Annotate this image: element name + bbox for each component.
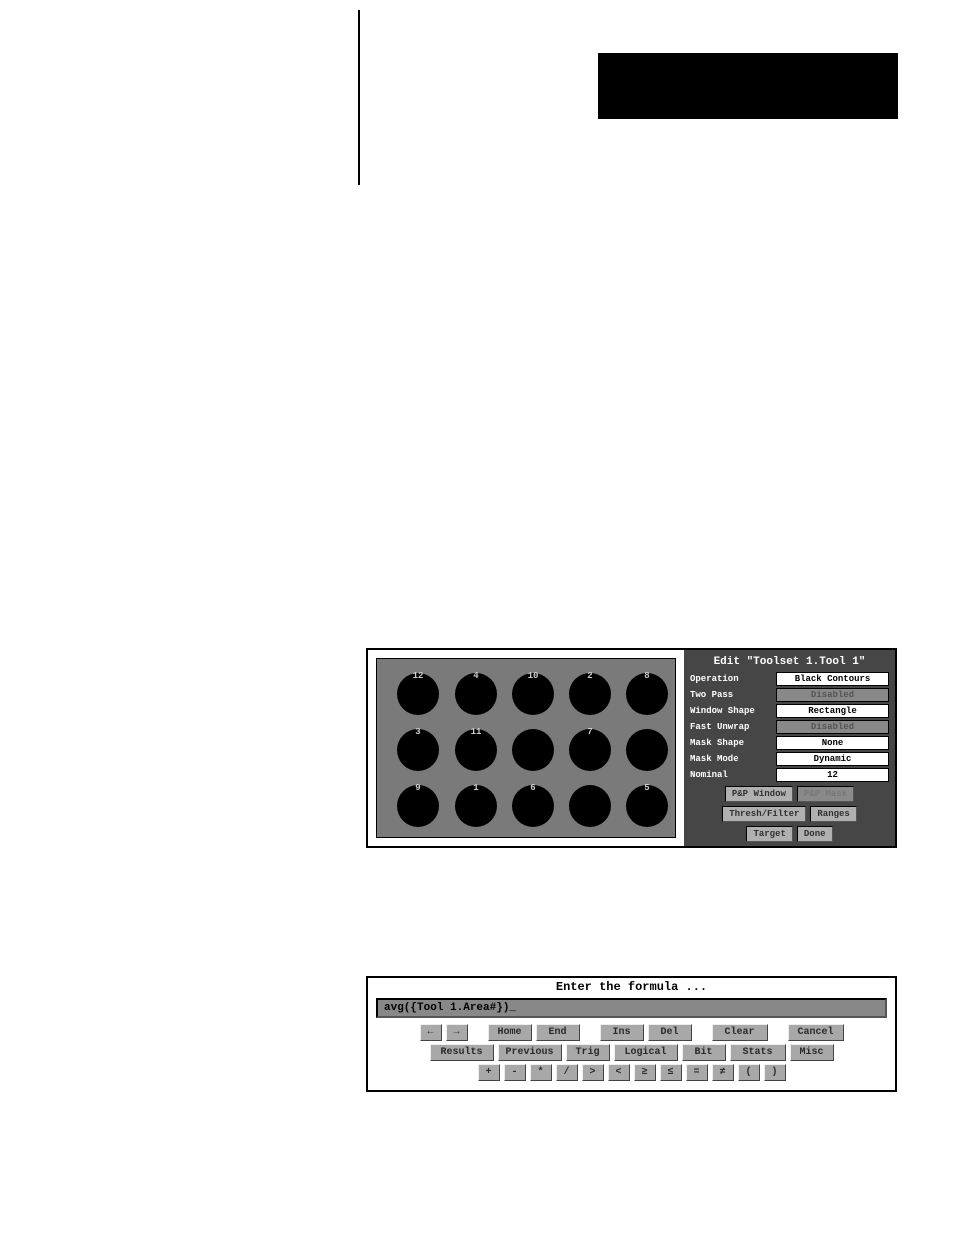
- target-button[interactable]: Target: [746, 826, 792, 842]
- logical-button[interactable]: Logical: [614, 1044, 678, 1061]
- thresh-filter-button[interactable]: Thresh/Filter: [722, 806, 806, 822]
- blob-number-label: 6: [530, 783, 535, 793]
- blob-circle[interactable]: [512, 729, 554, 771]
- prop-label: Two Pass: [690, 690, 776, 700]
- header-black-box: [598, 53, 898, 119]
- op-button[interactable]: ≠: [712, 1064, 734, 1081]
- prop-value[interactable]: None: [776, 736, 889, 750]
- prop-value: Disabled: [776, 688, 889, 702]
- blob-preview-area[interactable]: 12 4 10 2 8 3 11 7 9 1 6 5: [376, 658, 676, 838]
- blob-circle[interactable]: 8: [626, 673, 668, 715]
- prop-value[interactable]: Black Contours: [776, 672, 889, 686]
- op-button[interactable]: =: [686, 1064, 708, 1081]
- ins-button[interactable]: Ins: [600, 1024, 644, 1041]
- op-button[interactable]: >: [582, 1064, 604, 1081]
- prop-value[interactable]: 12: [776, 768, 889, 782]
- blob-number-label: 12: [413, 671, 424, 681]
- op-button[interactable]: ←: [420, 1024, 442, 1041]
- blob-circle[interactable]: 6: [512, 785, 554, 827]
- clear-button[interactable]: Clear: [712, 1024, 768, 1041]
- prop-row: OperationBlack Contours: [690, 672, 889, 686]
- op-button[interactable]: →: [446, 1024, 468, 1041]
- blob-number-label: 8: [644, 671, 649, 681]
- p-p-window-button[interactable]: P&P Window: [725, 786, 793, 802]
- misc-button[interactable]: Misc: [790, 1044, 834, 1061]
- prop-row: Mask ModeDynamic: [690, 752, 889, 766]
- prop-label: Fast Unwrap: [690, 722, 776, 732]
- prop-label: Nominal: [690, 770, 776, 780]
- done-button[interactable]: Done: [797, 826, 833, 842]
- blob-circle[interactable]: 2: [569, 673, 611, 715]
- op-button[interactable]: ): [764, 1064, 786, 1081]
- blob-circle[interactable]: 9: [397, 785, 439, 827]
- trig-button[interactable]: Trig: [566, 1044, 610, 1061]
- prop-row: Fast UnwrapDisabled: [690, 720, 889, 734]
- prop-value[interactable]: Dynamic: [776, 752, 889, 766]
- op-button[interactable]: -: [504, 1064, 526, 1081]
- blob-circle[interactable]: 3: [397, 729, 439, 771]
- home-button[interactable]: Home: [488, 1024, 532, 1041]
- blob-circle[interactable]: 4: [455, 673, 497, 715]
- del-button[interactable]: Del: [648, 1024, 692, 1041]
- prop-row: Window ShapeRectangle: [690, 704, 889, 718]
- blob-number-label: 7: [587, 727, 592, 737]
- blob-number-label: 11: [471, 727, 482, 737]
- prop-label: Mask Shape: [690, 738, 776, 748]
- blob-number-label: 1: [473, 783, 478, 793]
- blob-circle[interactable]: 1: [455, 785, 497, 827]
- op-button[interactable]: ≥: [634, 1064, 656, 1081]
- blob-circle[interactable]: [626, 729, 668, 771]
- prop-label: Window Shape: [690, 706, 776, 716]
- blob-circle[interactable]: 5: [626, 785, 668, 827]
- blob-preview-frame: 12 4 10 2 8 3 11 7 9 1 6 5: [368, 650, 684, 846]
- op-button[interactable]: +: [478, 1064, 500, 1081]
- blob-circle[interactable]: [569, 785, 611, 827]
- vertical-divider: [358, 10, 360, 185]
- blob-circle[interactable]: 12: [397, 673, 439, 715]
- prop-row: Mask ShapeNone: [690, 736, 889, 750]
- blob-number-label: 4: [473, 671, 478, 681]
- formula-editor-title: Enter the formula ...: [368, 978, 895, 996]
- edit-tool-title: Edit "Toolset 1.Tool 1": [690, 654, 889, 672]
- bit-button[interactable]: Bit: [682, 1044, 726, 1061]
- prop-label: Operation: [690, 674, 776, 684]
- blob-number-label: 3: [415, 727, 420, 737]
- blob-circle[interactable]: 10: [512, 673, 554, 715]
- results-button[interactable]: Results: [430, 1044, 494, 1061]
- op-button[interactable]: /: [556, 1064, 578, 1081]
- p-p-mask-button: P&P Mask: [797, 786, 854, 802]
- prop-value[interactable]: Rectangle: [776, 704, 889, 718]
- op-button[interactable]: <: [608, 1064, 630, 1081]
- op-button[interactable]: *: [530, 1064, 552, 1081]
- previous-button[interactable]: Previous: [498, 1044, 562, 1061]
- op-button[interactable]: ≤: [660, 1064, 682, 1081]
- blob-circle[interactable]: 11: [455, 729, 497, 771]
- prop-label: Mask Mode: [690, 754, 776, 764]
- formula-editor-panel: Enter the formula ... avg({Tool 1.Area#}…: [366, 976, 897, 1092]
- end-button[interactable]: End: [536, 1024, 580, 1041]
- stats-button[interactable]: Stats: [730, 1044, 786, 1061]
- blob-circle[interactable]: 7: [569, 729, 611, 771]
- prop-row: Nominal12: [690, 768, 889, 782]
- blob-number-label: 5: [644, 783, 649, 793]
- prop-row: Two PassDisabled: [690, 688, 889, 702]
- formula-input[interactable]: avg({Tool 1.Area#})_: [376, 998, 887, 1018]
- ranges-button[interactable]: Ranges: [810, 806, 856, 822]
- op-button[interactable]: (: [738, 1064, 760, 1081]
- edit-tool-panel: 12 4 10 2 8 3 11 7 9 1 6 5 Edit "Toolset 1.Tool 1" …: [366, 648, 897, 848]
- blob-number-label: 10: [528, 671, 539, 681]
- cancel-button[interactable]: Cancel: [788, 1024, 844, 1041]
- blob-number-label: 2: [587, 671, 592, 681]
- edit-tool-properties: Edit "Toolset 1.Tool 1" OperationBlack C…: [684, 650, 895, 846]
- blob-number-label: 9: [415, 783, 420, 793]
- prop-value: Disabled: [776, 720, 889, 734]
